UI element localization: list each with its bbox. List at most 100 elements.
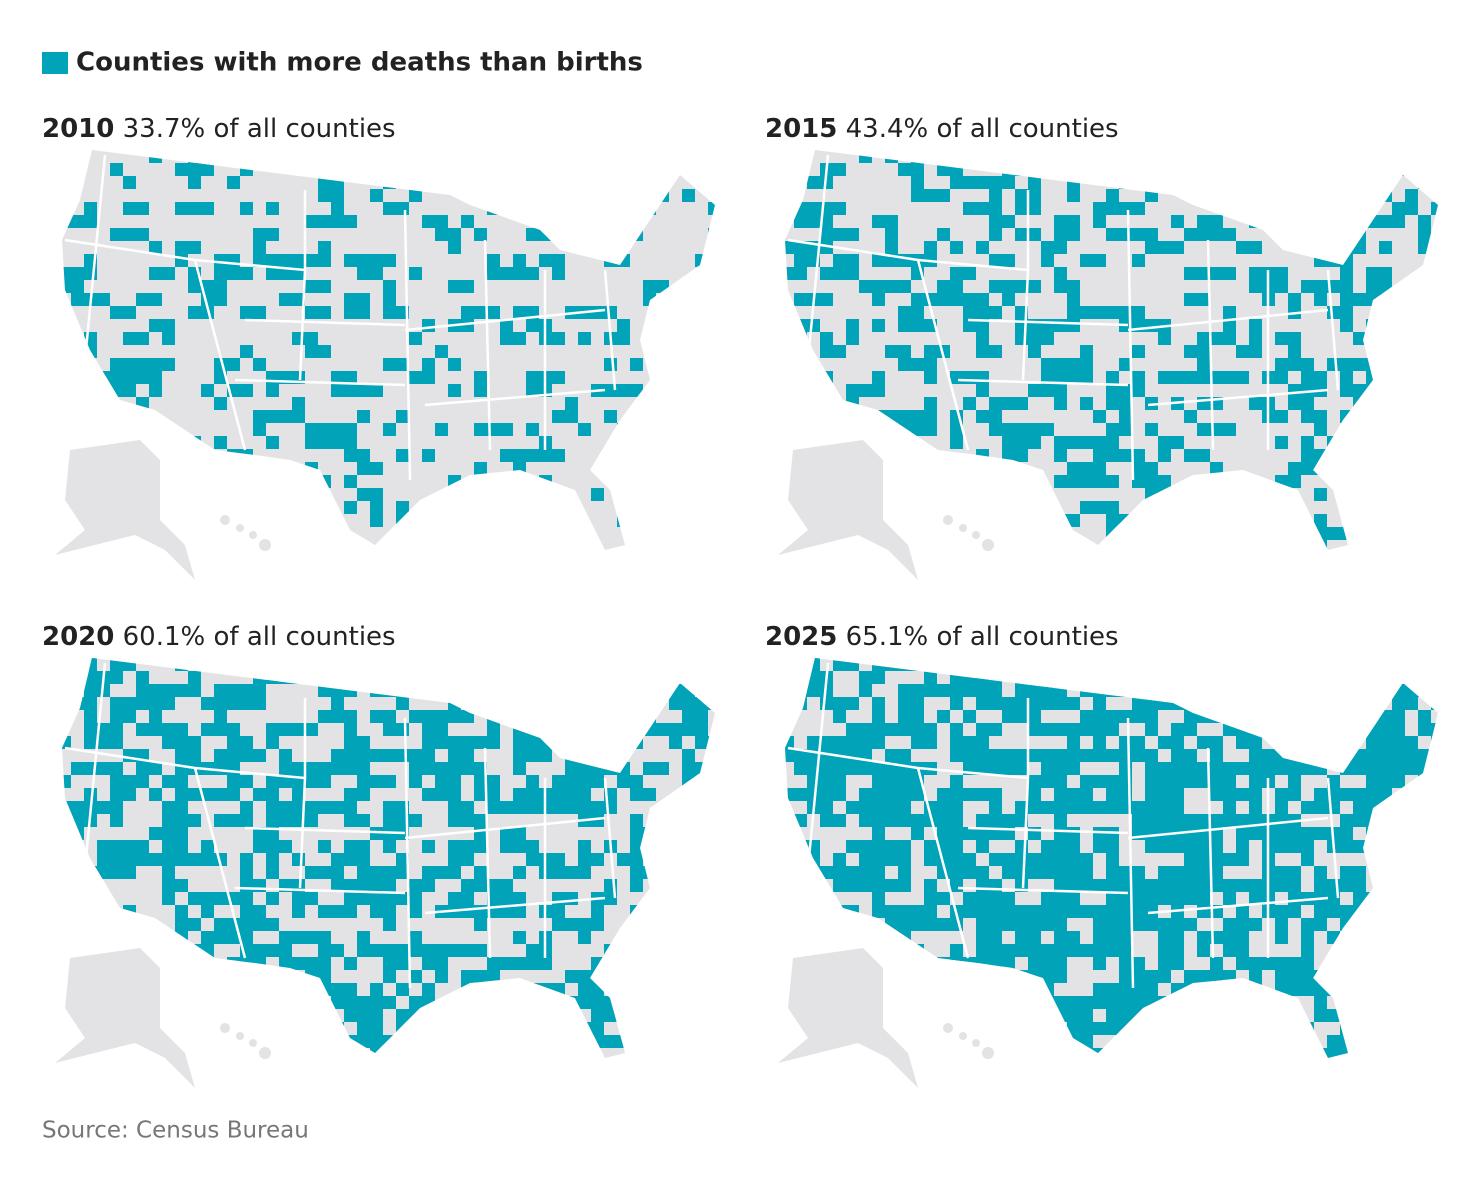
state-border xyxy=(916,259,970,451)
county xyxy=(175,957,188,970)
county xyxy=(474,840,487,853)
county xyxy=(110,163,123,176)
county xyxy=(97,905,110,918)
county xyxy=(84,866,97,879)
county xyxy=(305,553,331,566)
county xyxy=(149,944,162,957)
county xyxy=(1145,710,1158,723)
county xyxy=(370,501,383,514)
county xyxy=(859,723,885,736)
county xyxy=(794,749,807,762)
county xyxy=(344,879,357,892)
county xyxy=(279,983,292,996)
county xyxy=(62,736,71,749)
county xyxy=(1327,879,1353,892)
county xyxy=(682,684,695,697)
county xyxy=(617,254,630,267)
county xyxy=(1366,736,1379,749)
county xyxy=(1041,957,1054,970)
county xyxy=(1275,280,1288,293)
county xyxy=(1236,540,1249,550)
county xyxy=(1327,254,1340,267)
county xyxy=(201,697,214,710)
county xyxy=(682,671,695,684)
county xyxy=(162,736,188,749)
county xyxy=(1340,501,1353,514)
county xyxy=(695,931,715,944)
county xyxy=(1353,176,1379,189)
county xyxy=(721,241,734,254)
county xyxy=(898,358,911,371)
county xyxy=(344,436,357,449)
county xyxy=(1405,840,1431,853)
county xyxy=(110,814,123,827)
county xyxy=(552,710,578,723)
county xyxy=(84,788,97,801)
county xyxy=(1392,163,1418,176)
county xyxy=(383,801,409,814)
county xyxy=(911,423,937,436)
county xyxy=(1249,215,1275,228)
county xyxy=(292,475,305,488)
county xyxy=(1197,684,1210,697)
hawaii xyxy=(982,1047,994,1059)
county xyxy=(62,697,71,710)
county xyxy=(266,553,279,566)
county xyxy=(1444,775,1457,788)
source: Source: Census Bureau xyxy=(42,1118,309,1144)
county xyxy=(45,697,58,710)
county xyxy=(396,853,409,866)
county xyxy=(1236,827,1249,840)
county xyxy=(188,176,201,189)
county xyxy=(1171,762,1184,775)
county xyxy=(1184,970,1197,983)
county xyxy=(1275,267,1288,280)
county xyxy=(396,540,409,550)
county xyxy=(45,970,58,983)
county xyxy=(331,540,344,550)
county xyxy=(422,358,435,371)
county xyxy=(846,762,859,775)
county xyxy=(1080,371,1093,384)
hawaii xyxy=(220,515,230,525)
county xyxy=(396,671,409,684)
county xyxy=(872,371,885,384)
county xyxy=(630,1009,643,1022)
county xyxy=(1379,293,1392,306)
county xyxy=(1002,853,1015,866)
county xyxy=(474,788,487,801)
county xyxy=(989,1009,1015,1022)
county xyxy=(175,436,201,449)
county xyxy=(1249,879,1262,892)
county xyxy=(1314,241,1340,254)
county xyxy=(1145,189,1158,202)
county xyxy=(1249,892,1262,905)
county xyxy=(1015,540,1041,550)
county xyxy=(898,775,924,788)
county xyxy=(305,723,318,736)
county xyxy=(1327,749,1353,762)
county xyxy=(188,970,214,983)
county xyxy=(1080,462,1093,475)
county xyxy=(656,1022,669,1035)
county xyxy=(1106,540,1132,550)
county xyxy=(1418,983,1431,996)
county xyxy=(318,944,344,957)
county xyxy=(989,931,1002,944)
county xyxy=(253,827,266,840)
county xyxy=(149,1061,162,1074)
county xyxy=(1184,723,1197,736)
county xyxy=(1106,983,1132,996)
county xyxy=(539,540,552,550)
county xyxy=(1288,905,1301,918)
county xyxy=(305,215,318,228)
county xyxy=(1132,228,1145,241)
county xyxy=(292,814,318,827)
county xyxy=(604,1009,617,1022)
county xyxy=(1158,658,1171,671)
county xyxy=(240,345,253,358)
county xyxy=(1379,723,1392,736)
county xyxy=(1067,723,1080,736)
county xyxy=(461,540,474,550)
county xyxy=(1431,358,1438,371)
